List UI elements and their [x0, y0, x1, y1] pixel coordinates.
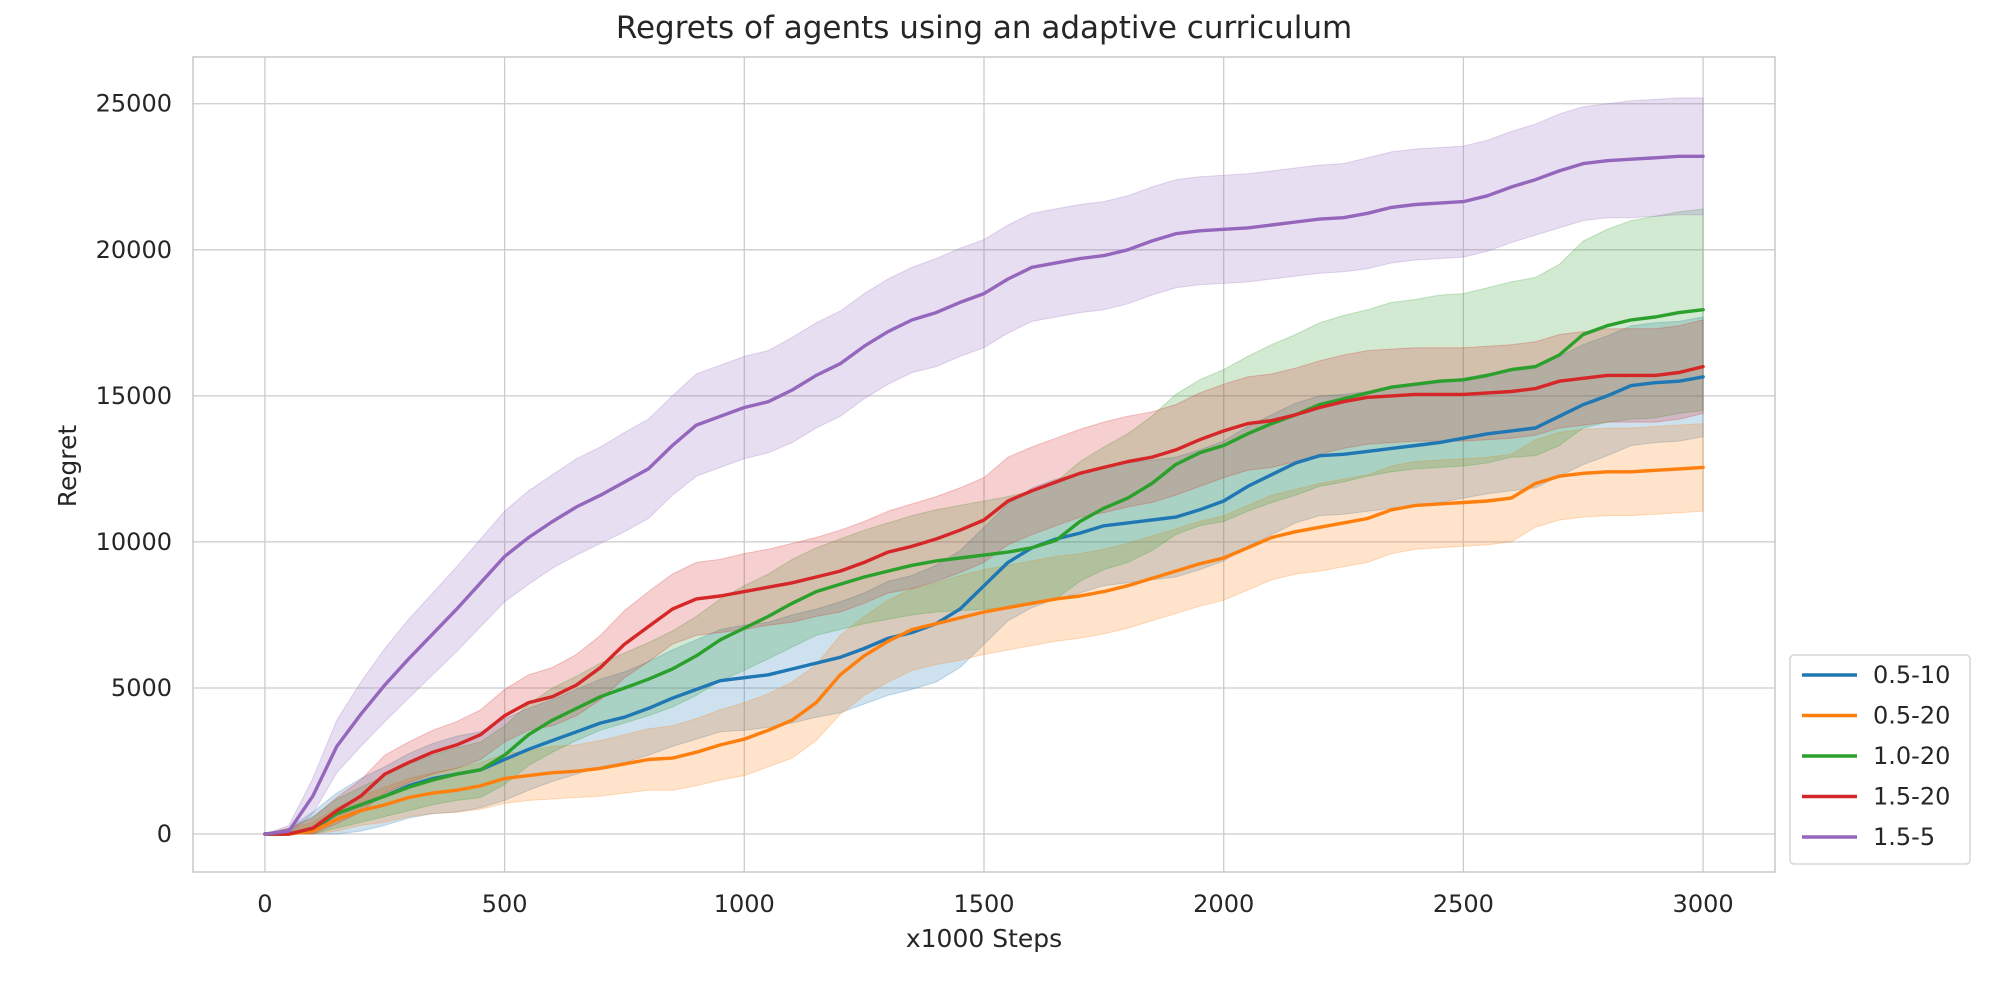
- series-lines: [263, 154, 1705, 836]
- plot-frame: [192, 56, 1776, 873]
- legend-label: 1.0-20: [1873, 742, 1950, 770]
- x-tick-label: 3000: [1673, 890, 1734, 918]
- y-tick-label: 5000: [111, 674, 172, 702]
- y-tick-label: 0: [157, 820, 172, 848]
- grid: [193, 57, 1775, 872]
- line-series-0.5-20: [263, 465, 1705, 836]
- legend-box: [1789, 654, 1971, 865]
- y-tick-label: 20000: [96, 236, 172, 264]
- x-axis-label: x1000 Steps: [906, 924, 1062, 953]
- y-tick-label: 25000: [96, 90, 172, 118]
- y-axis-label: Regret: [53, 425, 82, 508]
- line-series-1.5-20: [263, 364, 1705, 836]
- x-tick-label: 500: [482, 890, 528, 918]
- x-tick-label: 1000: [714, 890, 775, 918]
- x-tick-label: 0: [257, 890, 272, 918]
- line-series-1.0-20: [263, 308, 1705, 836]
- legend-label: 1.5-20: [1873, 783, 1950, 811]
- legend-label: 0.5-20: [1873, 702, 1950, 730]
- y-tick-label: 10000: [96, 528, 172, 556]
- line-series-0.5-10: [263, 375, 1705, 836]
- y-tick-label: 15000: [96, 382, 172, 410]
- chart-title: Regrets of agents using an adaptive curr…: [616, 10, 1352, 46]
- line-series-1.5-5: [263, 154, 1705, 836]
- x-tick-label: 2500: [1433, 890, 1494, 918]
- x-tick-label: 2000: [1193, 890, 1254, 918]
- legend-label: 0.5-10: [1873, 661, 1950, 689]
- x-tick-labels: 0 500 1000 1500 2000 2500 3000: [257, 890, 1733, 918]
- legend: 0.5-10 0.5-20 1.0-20 1.5-20 1.5-5: [1789, 654, 1971, 865]
- x-tick-label: 1500: [953, 890, 1014, 918]
- y-tick-labels: 0 5000 10000 15000 20000 25000: [96, 90, 172, 848]
- legend-label: 1.5-5: [1873, 823, 1935, 851]
